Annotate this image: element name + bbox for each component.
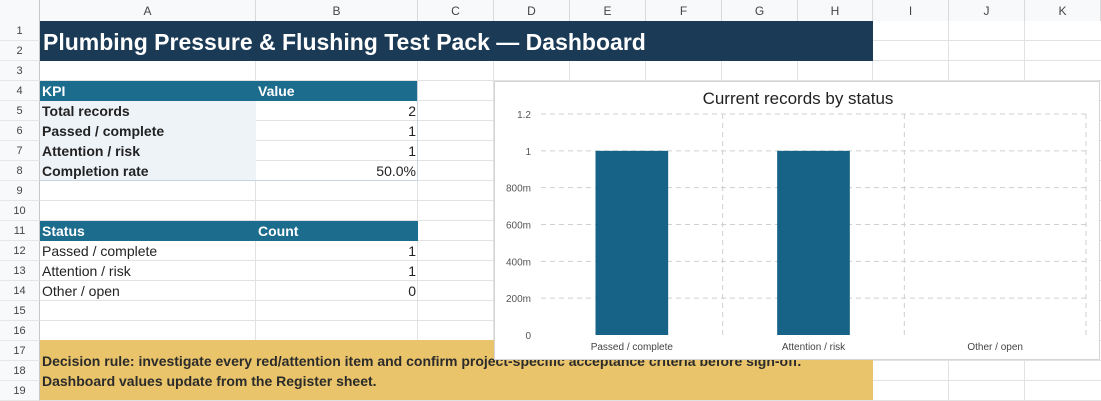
status-label-attention[interactable]: Attention / risk <box>42 263 131 279</box>
status-header-label[interactable]: Status <box>40 221 256 241</box>
row-header-1[interactable]: 1 <box>0 21 40 41</box>
dashboard-title[interactable]: Plumbing Pressure & Flushing Test Pack —… <box>43 29 646 55</box>
row-header-19[interactable]: 19 <box>0 381 40 401</box>
chart-y-tick-label: 200m <box>506 294 531 305</box>
chart-canvas: Current records by status 0 200m 400m 600m 8… <box>506 89 1087 353</box>
chart-y-tick-label: 800m <box>506 184 531 195</box>
column-header-c[interactable]: C <box>418 0 494 21</box>
dashboard-update-note[interactable]: Dashboard values update from the Registe… <box>42 373 377 389</box>
status-count-other[interactable]: 0 <box>408 283 416 299</box>
chart-y-tick-label: 600m <box>506 221 531 232</box>
column-header-k[interactable]: K <box>1025 0 1101 21</box>
row-header-12[interactable]: 12 <box>0 241 40 261</box>
row-header-7[interactable]: 7 <box>0 141 40 161</box>
status-label-other[interactable]: Other / open <box>42 283 120 299</box>
status-count-passed[interactable]: 1 <box>408 243 416 259</box>
chart-y-tick-label: 1.2 <box>517 110 531 121</box>
kpi-label-passed[interactable]: Passed / complete <box>42 123 165 139</box>
column-header-i[interactable]: I <box>873 0 949 21</box>
chart-x-tick-label: Attention / risk <box>782 342 846 353</box>
kpi-label-completion-rate[interactable]: Completion rate <box>42 163 149 179</box>
kpi-label-total-records[interactable]: Total records <box>42 103 130 119</box>
status-label-passed[interactable]: Passed / complete <box>42 243 158 259</box>
column-header-d[interactable]: D <box>494 0 570 21</box>
row-header-4[interactable]: 4 <box>0 81 40 101</box>
row-header-17[interactable]: 17 <box>0 341 40 361</box>
row-header-9[interactable]: 9 <box>0 181 40 201</box>
chart-y-tick-label: 0 <box>525 331 531 342</box>
column-header-b[interactable]: B <box>256 0 418 21</box>
row-header-14[interactable]: 14 <box>0 281 40 301</box>
column-header-a[interactable]: A <box>40 0 256 21</box>
kpi-table-bottom-border <box>40 180 418 181</box>
kpi-value-completion-rate[interactable]: 50.0% <box>376 163 416 179</box>
column-header-h[interactable]: H <box>798 0 873 21</box>
kpi-value-passed[interactable]: 1 <box>408 123 416 139</box>
row-header-3[interactable]: 3 <box>0 61 40 81</box>
kpi-label-background <box>40 101 256 181</box>
row-header-2[interactable]: 2 <box>0 41 40 61</box>
chart-title: Current records by status <box>703 89 894 108</box>
select-all-corner[interactable] <box>0 0 40 21</box>
chart-y-tick-label: 400m <box>506 257 531 268</box>
row-header-8[interactable]: 8 <box>0 161 40 181</box>
row-header-15[interactable]: 15 <box>0 301 40 321</box>
column-header-e[interactable]: E <box>570 0 646 21</box>
chart-bar <box>595 150 669 335</box>
row-header-13[interactable]: 13 <box>0 261 40 281</box>
title-band <box>40 21 873 61</box>
column-header-f[interactable]: F <box>646 0 722 21</box>
status-count-attention[interactable]: 1 <box>408 263 416 279</box>
kpi-table-right-border <box>417 81 418 181</box>
chart-y-tick-label: 1 <box>525 147 531 158</box>
row-header-16[interactable]: 16 <box>0 321 40 341</box>
chart-x-tick-label: Other / open <box>967 342 1023 353</box>
chart-x-tick-label: Passed / complete <box>591 342 674 353</box>
kpi-header-value[interactable]: Value <box>256 81 418 101</box>
chart-bar <box>777 150 850 335</box>
grid-line-vertical <box>255 21 256 400</box>
status-bar-chart[interactable]: Current records by status 0 200m 400m 600m 8… <box>494 81 1100 360</box>
kpi-value-attention[interactable]: 1 <box>408 143 416 159</box>
kpi-header-label[interactable]: KPI <box>40 81 256 101</box>
row-header-18[interactable]: 18 <box>0 361 40 381</box>
kpi-value-total-records[interactable]: 2 <box>408 103 416 119</box>
grid-line-horizontal <box>40 80 1101 81</box>
row-header-5[interactable]: 5 <box>0 101 40 121</box>
grid-line-vertical <box>417 21 418 400</box>
status-header-count[interactable]: Count <box>256 221 418 241</box>
column-header-g[interactable]: G <box>722 0 798 21</box>
row-header-6[interactable]: 6 <box>0 121 40 141</box>
row-header-10[interactable]: 10 <box>0 201 40 221</box>
kpi-label-attention[interactable]: Attention / risk <box>42 143 141 159</box>
grid-line-vertical <box>493 21 494 400</box>
column-header-j[interactable]: J <box>949 0 1025 21</box>
row-header-11[interactable]: 11 <box>0 221 40 241</box>
